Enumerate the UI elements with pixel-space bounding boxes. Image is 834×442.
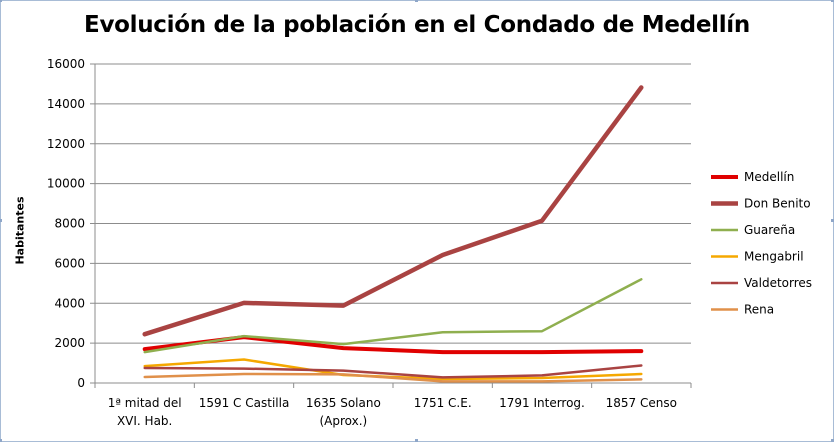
y-tick-label: 4000	[54, 296, 85, 310]
resize-handle-right[interactable]	[831, 219, 834, 222]
y-tick-label: 6000	[54, 256, 85, 270]
x-tick-label: 1635 Solano (Aprox.)	[306, 396, 381, 428]
x-tick-label: 1791 Interrog.	[499, 396, 585, 410]
resize-handle-corner-tl[interactable]	[0, 0, 2, 2]
resize-handle-left[interactable]	[0, 219, 2, 222]
legend-label[interactable]: Guareña	[744, 223, 795, 237]
axes: 0 2000 4000 6000 8000 10000 12000 14000 16000 1ª …	[47, 57, 692, 428]
y-tick-label: 8000	[54, 217, 85, 231]
y-tick-label: 16000	[47, 57, 85, 71]
series-line-1[interactable]	[142, 85, 644, 337]
resize-handle-top[interactable]	[415, 0, 418, 2]
legend-label[interactable]: Don Benito	[744, 197, 811, 211]
legend-label[interactable]: Rena	[744, 303, 774, 317]
y-tick-label: 2000	[54, 336, 85, 350]
x-tick-label: 1751 C.E.	[414, 396, 472, 410]
x-tick-label: 1857 Censo	[606, 396, 677, 410]
series-lines[interactable]	[142, 85, 644, 383]
chart-title: Evolución de la población en el Condado …	[84, 12, 750, 38]
series-line-4[interactable]	[143, 364, 643, 379]
legend-label[interactable]: Medellín	[744, 170, 794, 184]
legend-label[interactable]: Valdetorres	[744, 276, 812, 290]
x-tick-label: 1ª mitad del XVI. Hab.	[108, 396, 182, 428]
y-tick-label: 0	[77, 376, 85, 390]
resize-handle-corner-tr[interactable]	[831, 0, 834, 2]
y-tick-label: 14000	[47, 97, 85, 111]
y-tick-label: 12000	[47, 137, 85, 151]
y-tick-label: 10000	[47, 177, 85, 191]
series-line-5[interactable]	[143, 372, 643, 383]
series-line-2[interactable]	[143, 278, 643, 354]
legend-label[interactable]: Mengabril	[744, 250, 804, 264]
resize-handle-bottom[interactable]	[415, 439, 418, 442]
legend[interactable]: Medellín Don Benito Guareña Mengabril Valdet…	[711, 170, 812, 317]
resize-handle-corner-br[interactable]	[831, 439, 834, 442]
x-tick-label: 1591 C Castilla	[199, 396, 290, 410]
resize-handle-corner-bl[interactable]	[0, 439, 2, 442]
